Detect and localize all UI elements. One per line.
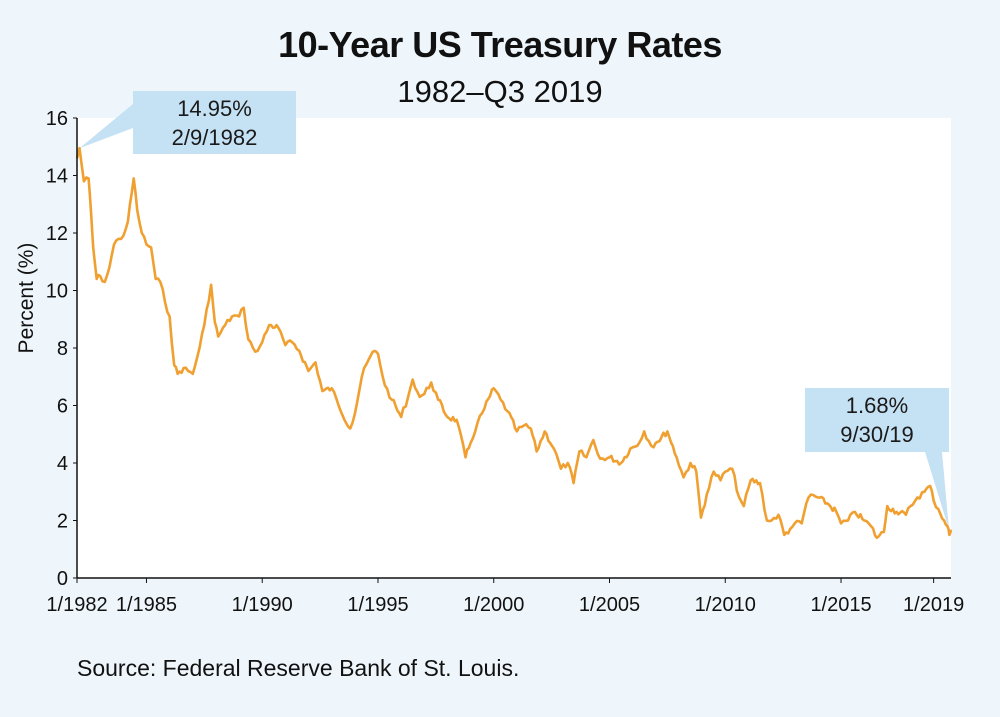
y-tick-label: 6: [57, 396, 68, 418]
x-tick-label: 1/1990: [232, 594, 293, 616]
callout-box: 1.68% 9/30/19: [805, 388, 949, 530]
callout-background: [805, 388, 949, 452]
y-tick-label: 0: [57, 568, 68, 590]
y-tick-label: 12: [46, 223, 68, 245]
x-tick-label: 1/2000: [463, 594, 524, 616]
callout-box: 14.95% 2/9/1982: [79, 91, 296, 154]
x-tick-label: 1/1985: [116, 594, 177, 616]
y-tick-label: 14: [46, 166, 68, 188]
x-tick-label: 1/2015: [810, 594, 871, 616]
callout-pointer: [79, 104, 133, 149]
callout-layer: 14.95% 2/9/1982 1.68% 9/30/19: [79, 91, 949, 530]
axes-layer: 0 2 4 6 8 10 12 14 16 1/1982 1/1985 1/1990 1/1995 1/2…: [46, 108, 964, 616]
y-tick-label: 16: [46, 108, 68, 130]
y-axis-title: Percent (%): [15, 243, 38, 354]
y-tick-label: 8: [57, 338, 68, 360]
y-tick-label: 4: [57, 453, 68, 475]
plot-area: [77, 118, 951, 578]
callout-date: 9/30/19: [840, 422, 913, 447]
y-tick-label: 2: [57, 511, 68, 533]
source-note: Source: Federal Reserve Bank of St. Loui…: [77, 655, 520, 681]
chart-title: 10-Year US Treasury Rates: [278, 24, 722, 65]
x-tick-label: 1/1995: [347, 594, 408, 616]
callout-value: 1.68%: [846, 393, 908, 418]
x-tick-label: 1/2010: [695, 594, 756, 616]
y-tick-label: 10: [46, 281, 68, 303]
treasury-rate-line: [75, 146, 953, 540]
x-tick-label: 1/2005: [579, 594, 640, 616]
callout-pointer: [925, 452, 949, 530]
callout-value: 14.95%: [177, 96, 252, 121]
callout-background: [133, 91, 296, 154]
x-tick-label: 1/2019: [903, 594, 964, 616]
callout-date: 2/9/1982: [172, 125, 258, 150]
chart-subtitle: 1982–Q3 2019: [397, 74, 603, 109]
x-tick-label: 1/1982: [46, 594, 107, 616]
